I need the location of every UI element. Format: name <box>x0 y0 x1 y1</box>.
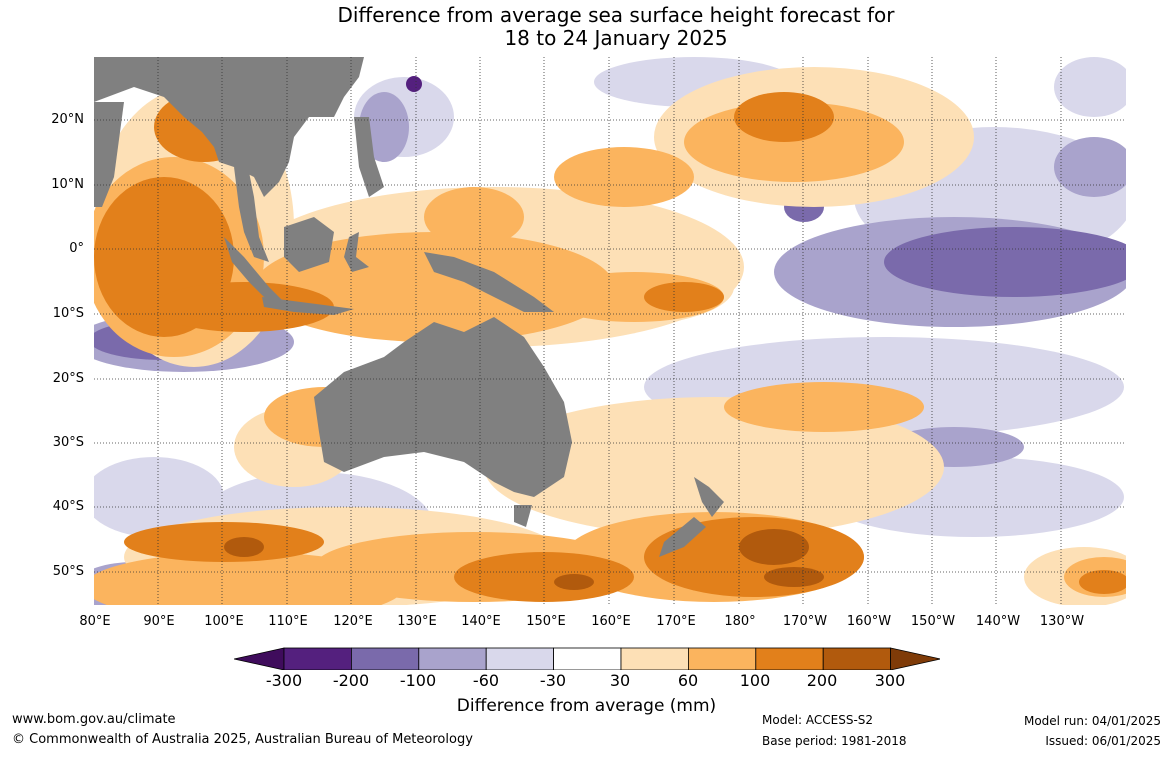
lon-label-140w: 140°W <box>975 614 1021 629</box>
colorbar-tick: 300 <box>874 671 906 690</box>
colorbar-title: Difference from average (mm) <box>456 696 717 716</box>
colorbar-segment <box>620 647 689 670</box>
colorbar-segment <box>755 647 824 670</box>
lon-label-90e: 90°E <box>143 614 175 629</box>
lon-label-100e: 100°E <box>204 614 244 629</box>
lon-label-170w: 170°W <box>782 614 828 629</box>
lon-label-130e: 130°E <box>397 614 437 629</box>
lon-label-80e: 80°E <box>79 614 111 629</box>
land-australia <box>314 317 572 497</box>
colorbar-segment <box>418 647 487 670</box>
footer-model-run: Model run: 04/01/2025 <box>1023 714 1161 728</box>
colorbar-tick: 200 <box>806 671 838 690</box>
colorbar-tick: -30 <box>539 671 567 690</box>
colorbar-tick: -300 <box>265 671 303 690</box>
colorbar-arrow-low <box>234 647 285 670</box>
footer-issued: Issued: 06/01/2025 <box>1045 734 1161 748</box>
lon-label-130w: 130°W <box>1039 614 1085 629</box>
colorbar-tick: -100 <box>399 671 437 690</box>
footer-base-period: Base period: 1981-2018 <box>762 734 907 748</box>
lat-label-50s: 50°S <box>52 564 84 579</box>
map-title-line-2: 18 to 24 January 2025 <box>504 26 728 50</box>
lon-label-110e: 110°E <box>268 614 308 629</box>
colorbar <box>234 647 940 670</box>
map-title-line-1: Difference from average sea surface heig… <box>337 3 895 27</box>
colorbar-tick: 100 <box>739 671 771 690</box>
map-title: Difference from average sea surface heig… <box>0 4 1173 50</box>
land-philippines <box>354 117 384 197</box>
land-tasmania <box>514 505 532 527</box>
lat-label-20s: 20°S <box>52 371 84 386</box>
lat-label-equator: 0° <box>69 241 84 256</box>
colorbar-tick: -200 <box>332 671 370 690</box>
sea-surface-height-map <box>94 57 1126 605</box>
colorbar-segment <box>283 647 352 670</box>
colorbar-tick: 60 <box>677 671 699 690</box>
land-new-zealand-south <box>659 517 706 557</box>
land-borneo <box>284 217 334 272</box>
land-malay-peninsula <box>234 167 269 262</box>
land-sumatra <box>224 237 284 302</box>
lon-label-150e: 150°E <box>526 614 566 629</box>
colorbar-arrow-high <box>890 647 940 670</box>
lon-label-160e: 160°E <box>591 614 631 629</box>
lon-label-180: 180° <box>724 614 756 629</box>
footer-copyright: © Commonwealth of Australia 2025, Austra… <box>12 732 473 747</box>
lon-label-120e: 120°E <box>333 614 373 629</box>
lon-label-170e: 170°E <box>656 614 696 629</box>
colorbar-segment <box>687 647 757 670</box>
lat-label-10n: 10°N <box>51 177 84 192</box>
colorbar-tick: -60 <box>472 671 500 690</box>
land-sulawesi <box>344 232 369 272</box>
land-new-guinea <box>424 252 554 312</box>
lon-label-140e: 140°E <box>461 614 501 629</box>
footer-model: Model: ACCESS-S2 <box>762 713 874 727</box>
land-new-zealand-north <box>694 477 724 517</box>
land-asia <box>94 57 364 197</box>
land <box>94 57 724 557</box>
anomaly-brown <box>224 529 824 590</box>
land-java <box>262 297 354 315</box>
colorbar-segment <box>553 647 622 670</box>
land-india-tip <box>94 102 124 207</box>
lon-label-160w: 160°W <box>846 614 892 629</box>
lat-label-40s: 40°S <box>52 499 84 514</box>
lat-label-10s: 10°S <box>52 306 84 321</box>
lat-label-30s: 30°S <box>52 435 84 450</box>
colorbar-segment <box>351 647 420 670</box>
graticule <box>94 57 1126 605</box>
colorbar-tick: 30 <box>609 671 631 690</box>
lat-label-20n: 20°N <box>51 112 84 127</box>
lon-label-150w: 150°W <box>910 614 956 629</box>
colorbar-segment <box>822 647 892 670</box>
footer-website: www.bom.gov.au/climate <box>12 712 176 727</box>
colorbar-segment <box>485 647 554 670</box>
